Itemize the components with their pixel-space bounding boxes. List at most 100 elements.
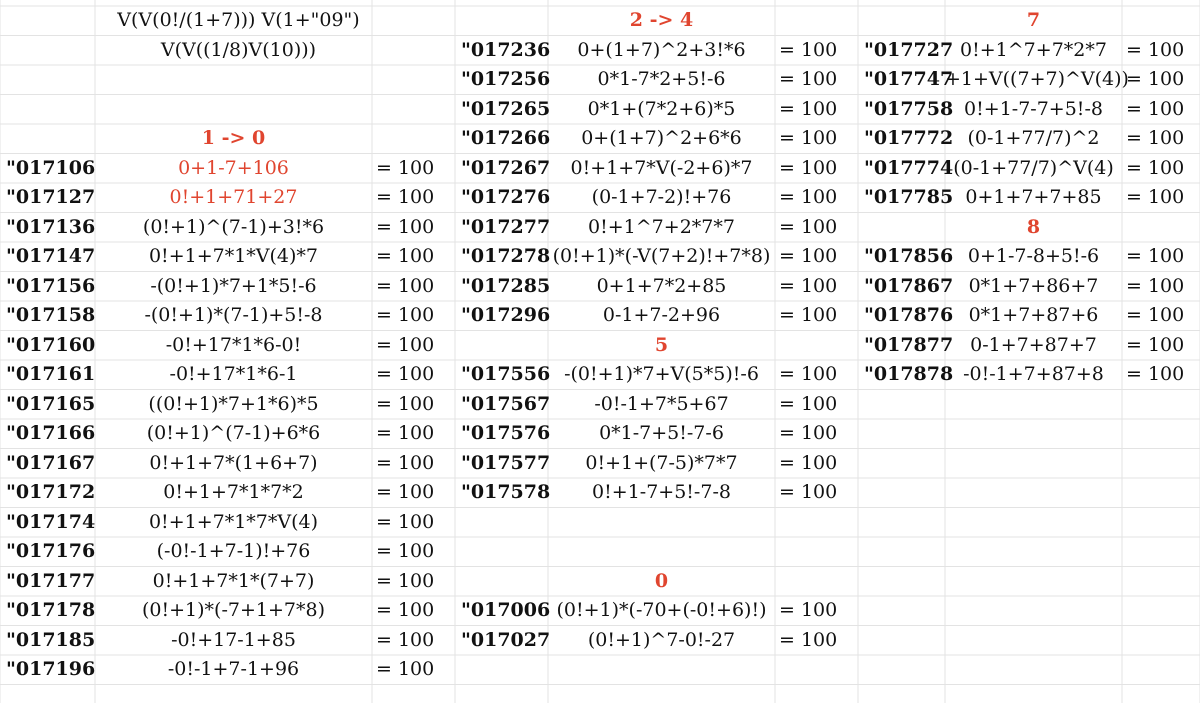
expression-cell[interactable]: (0!+1)^(7-1)+6*6 bbox=[146, 422, 321, 444]
expression-cell[interactable]: -(0!+1)*7+1*5!-6 bbox=[150, 274, 317, 297]
result-cell[interactable]: = 100 bbox=[779, 127, 838, 149]
expression-cell[interactable]: 0*1+7+86+7 bbox=[968, 274, 1099, 297]
result-cell[interactable]: = 100 bbox=[376, 510, 435, 533]
expression-cell[interactable]: (0!+1)^7-0!-27 bbox=[587, 628, 736, 651]
code-cell[interactable]: "017177 bbox=[6, 569, 96, 592]
result-cell[interactable]: = 100 bbox=[779, 599, 838, 621]
expression-cell[interactable]: 0!+1+7*1*7*2 bbox=[163, 481, 304, 503]
code-cell[interactable]: "017196 bbox=[6, 658, 96, 680]
expression-cell[interactable]: 0-1+7-2+96 bbox=[602, 304, 721, 326]
result-cell[interactable]: = 100 bbox=[779, 481, 838, 503]
section-header[interactable]: 8 bbox=[1026, 215, 1041, 238]
result-cell[interactable]: = 100 bbox=[376, 333, 435, 356]
code-cell[interactable]: "017106 bbox=[6, 156, 96, 179]
code-cell[interactable]: "017265 bbox=[461, 97, 551, 120]
expression-cell[interactable]: (0!+1)^(7-1)+3!*6 bbox=[142, 215, 325, 238]
expression-cell[interactable]: 0!+1+7*1*7*V(4) bbox=[148, 510, 319, 533]
expression-cell[interactable]: (-0!-1+7-1)!+76 bbox=[156, 540, 311, 562]
expression-cell[interactable]: (0!+1)*(-7+1+7*8) bbox=[142, 599, 325, 621]
code-cell[interactable]: "017758 bbox=[864, 97, 954, 120]
result-cell[interactable]: = 100 bbox=[779, 363, 838, 385]
expression-cell[interactable]: 0+(1+7)^2+6*6 bbox=[581, 127, 742, 149]
code-cell[interactable]: "017165 bbox=[6, 392, 96, 415]
result-cell[interactable]: = 100 bbox=[1126, 186, 1185, 208]
expression-cell[interactable]: 0!+1-7-7+5!-8 bbox=[964, 97, 1103, 120]
expression-cell[interactable]: ((0!+1)*7+1*6)*5 bbox=[148, 392, 319, 415]
expression-cell[interactable]: 0+1-7+106 bbox=[178, 156, 289, 179]
result-cell[interactable]: = 100 bbox=[779, 215, 838, 238]
result-cell[interactable]: = 100 bbox=[376, 422, 435, 444]
result-cell[interactable]: = 100 bbox=[376, 599, 435, 621]
code-cell[interactable]: "017176 bbox=[6, 540, 96, 562]
code-cell[interactable]: "017185 bbox=[6, 628, 96, 651]
code-cell[interactable]: "017161 bbox=[6, 363, 96, 385]
result-cell[interactable]: = 100 bbox=[376, 658, 435, 680]
title-line[interactable]: V(V(0!/(1+7))) V(1+"09") bbox=[117, 9, 360, 31]
section-header[interactable]: 2 -> 4 bbox=[629, 9, 694, 31]
code-cell[interactable]: "017747 bbox=[864, 68, 954, 90]
expression-cell[interactable]: -0!-1+7+87+8 bbox=[963, 363, 1104, 385]
code-cell[interactable]: "017166 bbox=[6, 422, 96, 444]
code-cell[interactable]: "017727 bbox=[864, 38, 954, 61]
expression-cell[interactable]: 0!+1^7+2*7*7 bbox=[588, 215, 735, 238]
result-cell[interactable]: = 100 bbox=[376, 215, 435, 238]
result-cell[interactable]: = 100 bbox=[376, 392, 435, 415]
result-cell[interactable]: = 100 bbox=[779, 186, 838, 208]
result-cell[interactable]: = 100 bbox=[376, 569, 435, 592]
result-cell[interactable]: = 100 bbox=[376, 540, 435, 562]
code-cell[interactable]: "017172 bbox=[6, 481, 96, 503]
code-cell[interactable]: "017856 bbox=[864, 245, 954, 267]
expression-cell[interactable]: 0!+1+7*1*(7+7) bbox=[152, 569, 315, 592]
code-cell[interactable]: "017158 bbox=[6, 304, 96, 326]
result-cell[interactable]: = 100 bbox=[779, 392, 838, 415]
code-cell[interactable]: "017296 bbox=[461, 304, 551, 326]
code-cell[interactable]: "017578 bbox=[461, 481, 551, 503]
code-cell[interactable]: "017027 bbox=[461, 628, 551, 651]
result-cell[interactable]: = 100 bbox=[779, 68, 838, 90]
expression-cell[interactable]: 0*1-7+5!-7-6 bbox=[599, 422, 724, 444]
expression-cell[interactable]: (0!+1)*(-70+(-0!+6)!) bbox=[556, 599, 767, 621]
result-cell[interactable]: = 100 bbox=[376, 304, 435, 326]
expression-cell[interactable]: (0!+1)*(-V(7+2)!+7*8) bbox=[552, 245, 771, 267]
result-cell[interactable]: = 100 bbox=[779, 451, 838, 474]
expression-cell[interactable]: 0*1+(7*2+6)*5 bbox=[587, 97, 736, 120]
expression-cell[interactable]: (0-1+7-2)!+76 bbox=[591, 186, 732, 208]
code-cell[interactable]: "017278 bbox=[461, 245, 551, 267]
code-cell[interactable]: "017174 bbox=[6, 510, 96, 533]
code-cell[interactable]: "017556 bbox=[461, 363, 551, 385]
result-cell[interactable]: = 100 bbox=[779, 156, 838, 179]
result-cell[interactable]: = 100 bbox=[376, 481, 435, 503]
expression-cell[interactable]: -0!+17*1*6-0! bbox=[165, 333, 302, 356]
code-cell[interactable]: "017167 bbox=[6, 451, 96, 474]
code-cell[interactable]: "017276 bbox=[461, 186, 551, 208]
expression-cell[interactable]: 0!+1^7+7*2*7 bbox=[960, 38, 1107, 61]
code-cell[interactable]: "017876 bbox=[864, 304, 954, 326]
result-cell[interactable]: = 100 bbox=[376, 186, 435, 208]
result-cell[interactable]: = 100 bbox=[1126, 68, 1185, 90]
expression-cell[interactable]: -0!-1+7*5+67 bbox=[594, 392, 729, 415]
expression-cell[interactable]: (0-1+77/7)^V(4) bbox=[953, 156, 1114, 179]
expression-cell[interactable]: -(0!+1)*7+V(5*5)!-6 bbox=[564, 363, 759, 385]
result-cell[interactable]: = 100 bbox=[1126, 245, 1185, 267]
expression-cell[interactable]: 0!+1+(7-5)*7*7 bbox=[585, 451, 738, 474]
result-cell[interactable]: = 100 bbox=[376, 363, 435, 385]
expression-cell[interactable]: 0+1+7*2+85 bbox=[596, 274, 727, 297]
result-cell[interactable]: = 100 bbox=[1126, 38, 1185, 61]
expression-cell[interactable]: 0!+1+7*1*V(4)*7 bbox=[148, 245, 319, 267]
section-header[interactable]: 1 -> 0 bbox=[201, 127, 266, 149]
code-cell[interactable]: "017156 bbox=[6, 274, 96, 297]
code-cell[interactable]: "017567 bbox=[461, 392, 551, 415]
expression-cell[interactable]: 0-1+7+87+7 bbox=[970, 333, 1097, 356]
expression-cell[interactable]: 0!+1+71+27 bbox=[169, 186, 298, 208]
expression-cell[interactable]: 0+1-7-8+5!-6 bbox=[967, 245, 1100, 267]
code-cell[interactable]: "017285 bbox=[461, 274, 551, 297]
result-cell[interactable]: = 100 bbox=[779, 38, 838, 61]
code-cell[interactable]: "017256 bbox=[461, 68, 551, 90]
expression-cell[interactable]: 0+1+7+7+85 bbox=[965, 186, 1102, 208]
expression-cell[interactable]: 0!+1+7*(1+6+7) bbox=[149, 451, 318, 474]
code-cell[interactable]: "017127 bbox=[6, 186, 96, 208]
title-line[interactable]: V(V((1/8)V(10))) bbox=[160, 38, 317, 61]
result-cell[interactable]: = 100 bbox=[1126, 97, 1185, 120]
result-cell[interactable]: = 100 bbox=[1126, 363, 1185, 385]
